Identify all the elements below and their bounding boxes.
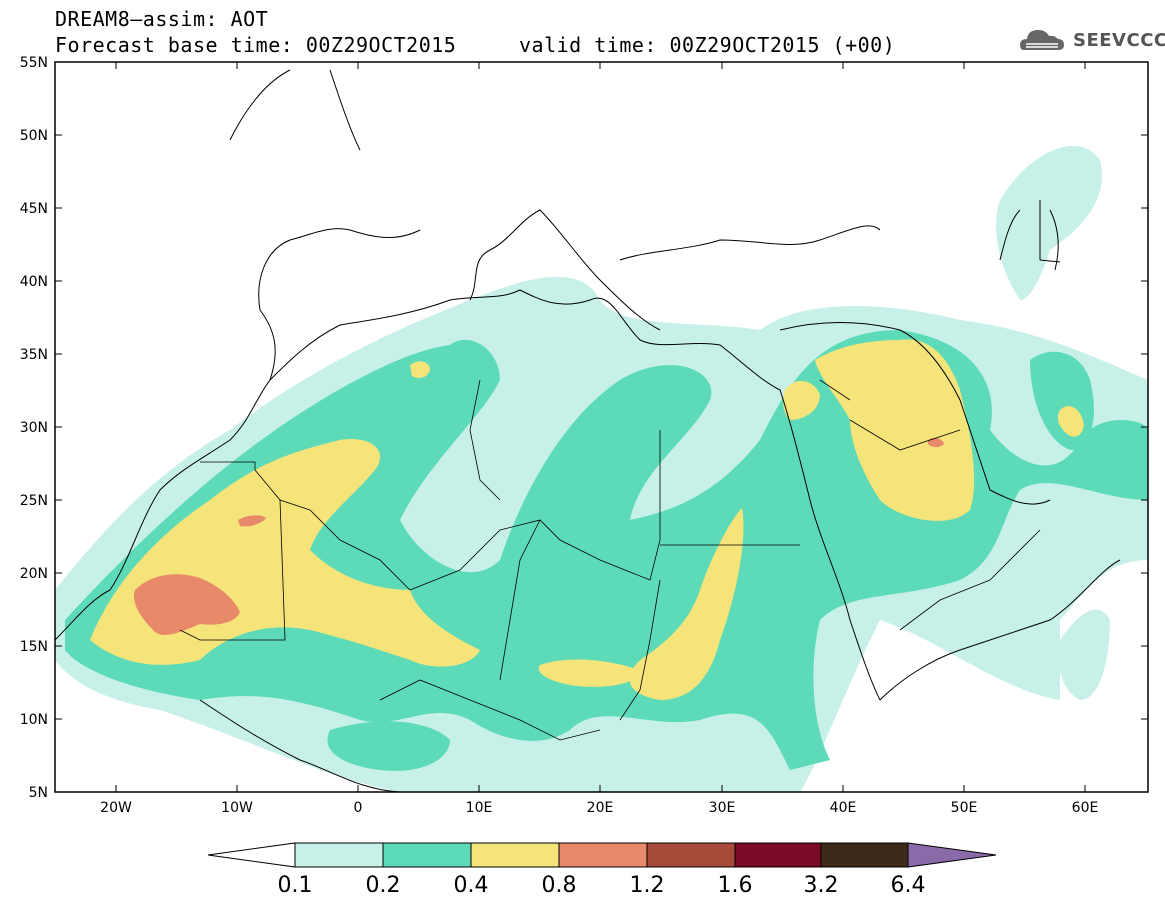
colorbar-swatch bbox=[820, 842, 909, 868]
cloud-logo-icon bbox=[1020, 30, 1064, 50]
coastlines bbox=[55, 69, 1121, 792]
map-title: DREAM8–assim: AOT bbox=[55, 7, 269, 31]
lat-label: 30N bbox=[20, 420, 48, 436]
axis-ticks bbox=[55, 61, 1148, 792]
colorbar-level: 6.4 bbox=[891, 873, 926, 898]
logo-text: SEEVCCC bbox=[1073, 30, 1165, 51]
colorbar-level: 0.4 bbox=[454, 873, 489, 898]
lon-label: 30E bbox=[709, 800, 736, 816]
country-borders bbox=[179, 379, 1041, 741]
colorbar-level: 0.2 bbox=[366, 873, 401, 898]
colorbar-level: 0.8 bbox=[542, 873, 577, 898]
lon-label: 60E bbox=[1072, 800, 1099, 816]
lat-label: 55N bbox=[20, 55, 48, 71]
colorbar-level: 1.2 bbox=[630, 873, 665, 898]
lat-label: 10N bbox=[20, 712, 48, 728]
colorbar-swatch bbox=[470, 842, 560, 868]
lon-label: 20E bbox=[587, 800, 614, 816]
colorbar-swatch bbox=[646, 842, 736, 868]
lon-label: 10E bbox=[466, 800, 493, 816]
colorbar-high-arrow bbox=[907, 842, 997, 868]
lat-label: 25N bbox=[20, 493, 48, 509]
colorbar bbox=[207, 842, 997, 868]
lat-label: 5N bbox=[29, 785, 48, 801]
lat-label: 15N bbox=[20, 639, 48, 655]
colorbar-level: 3.2 bbox=[804, 873, 839, 898]
aot-contours bbox=[55, 145, 1148, 792]
lat-label: 45N bbox=[20, 201, 48, 217]
colorbar-swatch bbox=[558, 842, 648, 868]
lat-label: 20N bbox=[20, 566, 48, 582]
colorbar-swatch bbox=[734, 842, 822, 868]
lat-label: 40N bbox=[20, 274, 48, 290]
colorbar-level: 1.6 bbox=[718, 873, 753, 898]
colorbar-low-arrow bbox=[207, 842, 296, 868]
lat-label: 35N bbox=[20, 347, 48, 363]
colorbar-swatch bbox=[294, 842, 384, 868]
lon-label: 50E bbox=[951, 800, 978, 816]
lon-label: 40E bbox=[830, 800, 857, 816]
lon-label: 10W bbox=[221, 800, 253, 816]
colorbar-swatch bbox=[382, 842, 472, 868]
lon-label: 20W bbox=[100, 800, 132, 816]
colorbar-level: 0.1 bbox=[278, 873, 313, 898]
lon-label: 0 bbox=[354, 800, 363, 816]
lat-label: 50N bbox=[20, 128, 48, 144]
forecast-time-line: Forecast base time: 00Z29OCT2015 valid t… bbox=[55, 33, 896, 57]
